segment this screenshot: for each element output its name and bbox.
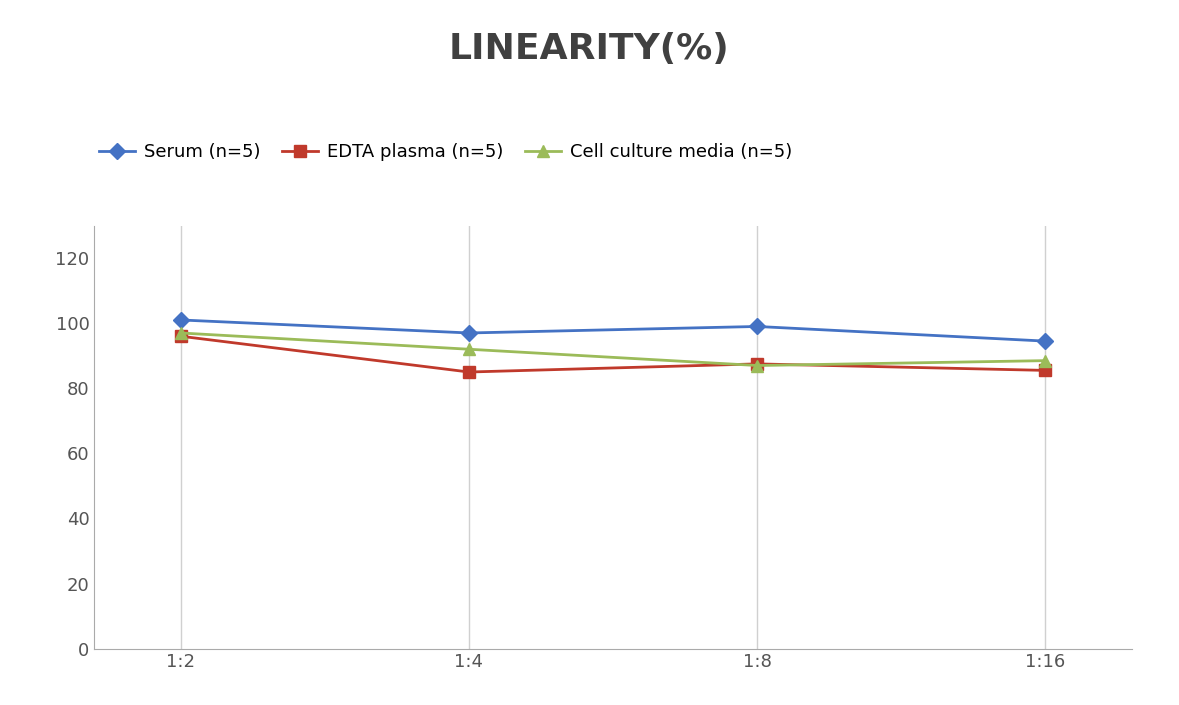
EDTA plasma (n=5) <box>1039 366 1053 374</box>
Serum (n=5) <box>1039 337 1053 345</box>
EDTA plasma (n=5) <box>173 332 187 341</box>
Cell culture media (n=5) <box>462 345 476 353</box>
EDTA plasma (n=5) <box>750 360 764 368</box>
Text: LINEARITY(%): LINEARITY(%) <box>449 32 730 66</box>
Line: EDTA plasma (n=5): EDTA plasma (n=5) <box>176 331 1050 378</box>
Legend: Serum (n=5), EDTA plasma (n=5), Cell culture media (n=5): Serum (n=5), EDTA plasma (n=5), Cell cul… <box>92 136 799 168</box>
Line: Serum (n=5): Serum (n=5) <box>176 314 1050 347</box>
Serum (n=5) <box>173 316 187 324</box>
Cell culture media (n=5) <box>750 361 764 369</box>
Cell culture media (n=5) <box>1039 357 1053 365</box>
Serum (n=5) <box>462 329 476 337</box>
EDTA plasma (n=5) <box>462 368 476 376</box>
Line: Cell culture media (n=5): Cell culture media (n=5) <box>176 327 1050 371</box>
Serum (n=5) <box>750 322 764 331</box>
Cell culture media (n=5) <box>173 329 187 337</box>
